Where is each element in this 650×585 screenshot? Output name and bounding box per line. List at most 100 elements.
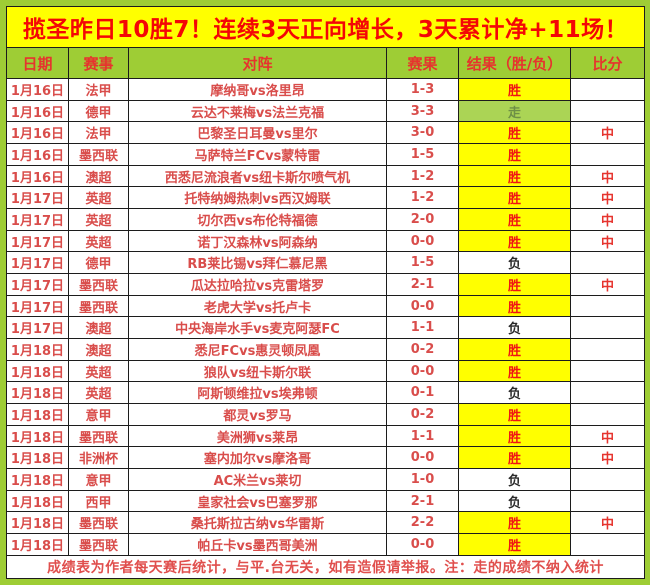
cell-date: 1月16日 (6, 143, 69, 166)
cell-score: 0-0 (386, 446, 459, 470)
cell-result: 负 (458, 468, 571, 491)
cell-score: 3-0 (386, 121, 459, 145)
col-header-hit: 比分 (569, 47, 646, 79)
table-row: 1月16日 法甲 巴黎圣日耳曼vs里尔 3-0 胜 中 (6, 121, 646, 145)
cell-hit: 中 (569, 229, 646, 253)
cell-match: 塞内加尔vs摩洛哥 (128, 446, 387, 470)
cell-score: 2-1 (386, 489, 459, 513)
cell-score: 0-0 (386, 359, 459, 383)
cell-date: 1月17日 (6, 251, 69, 275)
cell-date: 1月18日 (6, 424, 69, 448)
cell-match: 巴黎圣日耳曼vs里尔 (128, 121, 387, 145)
col-header-score: 赛果 (386, 47, 459, 79)
cell-date: 1月17日 (6, 208, 69, 231)
cell-match: 悉尼FCvs惠灵顿凤凰 (128, 338, 387, 361)
cell-match: 云达不莱梅vs法兰克福 (128, 99, 387, 123)
cell-date: 1月17日 (6, 294, 69, 318)
cell-match: 老虎大学vs托卢卡 (128, 294, 387, 318)
cell-score: 0-2 (386, 338, 459, 361)
cell-date: 1月16日 (6, 99, 69, 123)
table-row: 1月17日 英超 托特纳姆热刺vs西汉姆联 1-2 胜 中 (6, 186, 646, 210)
cell-league: 墨西联 (68, 143, 129, 166)
table-row: 1月18日 意甲 AC米兰vs莱切 1-0 负 (6, 468, 646, 491)
cell-match: 诺丁汉森林vs阿森纳 (128, 229, 387, 253)
cell-score: 1-0 (386, 468, 459, 491)
cell-result: 胜 (458, 121, 571, 145)
col-header-date: 日期 (6, 47, 69, 79)
cell-league: 英超 (68, 208, 129, 231)
cell-date: 1月18日 (6, 446, 69, 470)
cell-result: 胜 (458, 78, 571, 101)
cell-result: 负 (458, 251, 571, 275)
table-row: 1月18日 墨西联 美洲狮vs莱昂 1-1 胜 中 (6, 424, 646, 448)
cell-match: 马萨特兰FCvs蒙特雷 (128, 143, 387, 166)
table-row: 1月18日 澳超 悉尼FCvs惠灵顿凤凰 0-2 胜 (6, 338, 646, 361)
cell-date: 1月16日 (6, 78, 69, 101)
cell-league: 意甲 (68, 468, 129, 491)
cell-result: 胜 (458, 186, 571, 210)
cell-match: 摩纳哥vs洛里昂 (128, 78, 387, 101)
cell-match: 西悉尼流浪者vs纽卡斯尔喷气机 (128, 164, 387, 188)
table-row: 1月17日 德甲 RB莱比锡vs拜仁慕尼黑 1-5 负 (6, 251, 646, 275)
cell-date: 1月17日 (6, 229, 69, 253)
cell-hit: 中 (569, 186, 646, 210)
cell-league: 澳超 (68, 164, 129, 188)
table-row: 1月18日 墨西联 桑托斯拉古纳vs华雷斯 2-2 胜 中 (6, 511, 646, 535)
cell-date: 1月17日 (6, 186, 69, 210)
cell-match: 瓜达拉哈拉vs克雷塔罗 (128, 273, 387, 296)
table-row: 1月16日 德甲 云达不莱梅vs法兰克福 3-3 走 (6, 99, 646, 123)
cell-league: 英超 (68, 186, 129, 210)
cell-result: 胜 (458, 229, 571, 253)
cell-hit: 中 (569, 121, 646, 145)
cell-league: 德甲 (68, 251, 129, 275)
cell-match: 美洲狮vs莱昂 (128, 424, 387, 448)
cell-hit (569, 251, 646, 275)
cell-result: 负 (458, 489, 571, 513)
cell-match: 托特纳姆热刺vs西汉姆联 (128, 186, 387, 210)
table-row: 1月18日 非洲杯 塞内加尔vs摩洛哥 0-0 胜 中 (6, 446, 646, 470)
table-row: 1月17日 英超 切尔西vs布伦特福德 2-0 胜 中 (6, 208, 646, 231)
table-row: 1月17日 澳超 中央海岸水手vs麦克阿瑟FC 1-1 负 (6, 316, 646, 340)
cell-match: 皇家社会vs巴塞罗那 (128, 489, 387, 513)
cell-league: 法甲 (68, 121, 129, 145)
cell-score: 1-3 (386, 78, 459, 101)
cell-match: AC米兰vs莱切 (128, 468, 387, 491)
cell-date: 1月16日 (6, 164, 69, 188)
cell-hit: 中 (569, 273, 646, 296)
cell-result: 负 (458, 381, 571, 405)
cell-match: 都灵vs罗马 (128, 403, 387, 426)
table-row: 1月16日 法甲 摩纳哥vs洛里昂 1-3 胜 (6, 78, 646, 101)
col-header-result: 结果（胜/负） (458, 47, 571, 79)
table-row: 1月16日 墨西联 马萨特兰FCvs蒙特雷 1-5 胜 (6, 143, 646, 166)
table-row: 1月17日 墨西联 瓜达拉哈拉vs克雷塔罗 2-1 胜 中 (6, 273, 646, 296)
table-row: 1月17日 英超 诺丁汉森林vs阿森纳 0-0 胜 中 (6, 229, 646, 253)
cell-date: 1月18日 (6, 533, 69, 556)
cell-date: 1月17日 (6, 273, 69, 296)
col-header-league: 赛事 (68, 47, 129, 79)
cell-league: 墨西联 (68, 294, 129, 318)
cell-league: 墨西联 (68, 424, 129, 448)
cell-hit (569, 468, 646, 491)
cell-hit (569, 381, 646, 405)
cell-score: 0-2 (386, 403, 459, 426)
cell-match: 桑托斯拉古纳vs华雷斯 (128, 511, 387, 535)
cell-date: 1月18日 (6, 381, 69, 405)
cell-date: 1月16日 (6, 121, 69, 145)
cell-score: 0-0 (386, 294, 459, 318)
cell-score: 1-1 (386, 424, 459, 448)
cell-league: 德甲 (68, 99, 129, 123)
table-row: 1月18日 英超 阿斯顿维拉vs埃弗顿 0-1 负 (6, 381, 646, 405)
cell-date: 1月18日 (6, 489, 69, 513)
cell-date: 1月18日 (6, 338, 69, 361)
cell-result: 胜 (458, 294, 571, 318)
cell-league: 非洲杯 (68, 446, 129, 470)
cell-result: 胜 (458, 446, 571, 470)
title-row: 揽圣昨日10胜7！连续3天正向增长，3天累计净+11场！ (5, 6, 646, 48)
column-header-row: 日期 赛事 对阵 赛果 结果（胜/负） 比分 (6, 47, 646, 79)
table-row: 1月18日 意甲 都灵vs罗马 0-2 胜 (6, 403, 646, 426)
cell-league: 英超 (68, 229, 129, 253)
cell-hit: 中 (569, 424, 646, 448)
cell-result: 胜 (458, 273, 571, 296)
cell-score: 2-0 (386, 208, 459, 231)
cell-score: 2-2 (386, 511, 459, 535)
